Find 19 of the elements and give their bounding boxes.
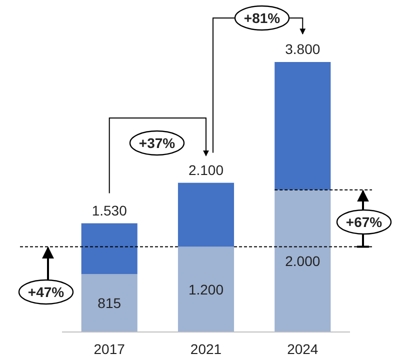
total-label: 1.530 — [92, 202, 128, 218]
annotation: +47% — [28, 284, 65, 300]
data-label: 1.200 — [188, 281, 224, 298]
bar — [274, 190, 331, 332]
total-label: 2.100 — [188, 162, 224, 178]
total-label: 3.800 — [285, 41, 320, 57]
bar — [81, 223, 138, 274]
bar — [178, 246, 234, 332]
data-label: 815 — [98, 295, 122, 312]
data-label: 2.000 — [285, 252, 320, 269]
annotation: +67% — [346, 214, 383, 230]
annotation: +37% — [138, 135, 176, 151]
bar — [274, 62, 331, 190]
bar — [81, 274, 138, 332]
x-tick-label: 2017 — [94, 341, 126, 357]
text: +81% — [244, 10, 281, 26]
x-tick-label: 2024 — [287, 341, 318, 357]
x-tick-label: 2021 — [190, 341, 222, 357]
bar — [178, 182, 234, 247]
